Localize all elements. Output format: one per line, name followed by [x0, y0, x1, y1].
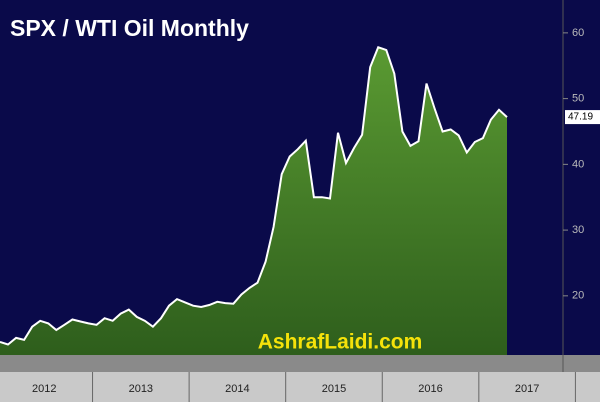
chart-title: SPX / WTI Oil Monthly	[10, 15, 249, 41]
y-tick-label: 50	[572, 93, 584, 105]
y-tick-label: 30	[572, 224, 584, 236]
y-tick-label: 60	[572, 27, 584, 39]
x-axis-band	[0, 372, 600, 402]
last-value-box	[565, 110, 600, 125]
x-tick-label: 2013	[129, 383, 153, 395]
last-value-label: 47.19	[568, 112, 593, 123]
x-tick-label: 2012	[32, 383, 56, 395]
x-tick-label: 2014	[225, 383, 249, 395]
area	[0, 47, 507, 356]
watermark: AshrafLaidi.com	[258, 331, 423, 354]
y-tick-label: 40	[572, 158, 584, 170]
line	[0, 46, 508, 346]
x-tick-label: 2016	[418, 383, 442, 395]
x-tick-label: 2017	[515, 383, 539, 395]
y-tick-label: 20	[572, 290, 584, 302]
volume-strip	[0, 355, 600, 372]
x-tick-label: 2015	[322, 383, 346, 395]
